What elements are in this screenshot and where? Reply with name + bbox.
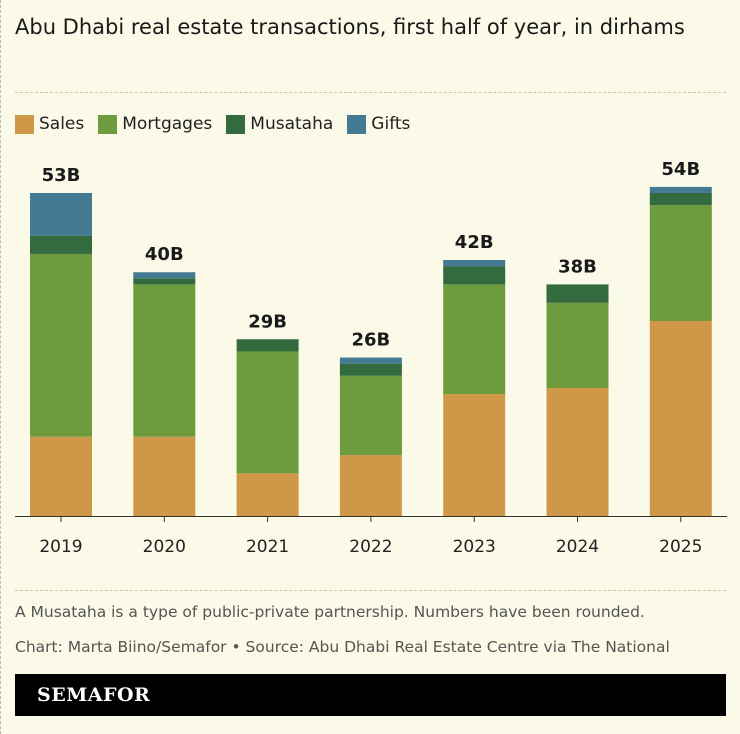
bar-sales-2025 [649,320,712,516]
bar-gifts-2023 [443,260,506,267]
bar-sales-2022 [339,455,402,516]
bar-mortgages-2022 [339,375,402,456]
bar-musataha-2020 [133,278,196,285]
legend: Sales Mortgages Musataha Gifts [15,114,410,134]
legend-label: Mortgages [122,114,213,134]
bar-mortgages-2025 [649,205,712,321]
legend-item-musataha: Musataha [226,114,333,134]
semafor-logo: SEMAFOR [15,674,726,716]
bar-musataha-2022 [339,363,402,376]
bar-musataha-2025 [649,193,712,206]
legend-label: Musataha [250,114,334,134]
x-tick-label: 2021 [246,537,289,557]
bar-sales-2023 [443,394,506,516]
x-tick-label: 2025 [659,537,702,557]
legend-item-gifts: Gifts [347,114,410,134]
credit: Chart: Marta Biino/Semafor • Source: Abu… [15,638,670,656]
total-label: 38B [558,256,597,277]
legend-item-sales: Sales [15,114,84,134]
total-label: 53B [42,165,81,186]
legend-item-mortgages: Mortgages [98,114,212,134]
bar-sales-2024 [546,388,609,516]
total-label: 29B [248,311,287,332]
bar-gifts-2022 [339,357,402,364]
bar-musataha-2024 [546,284,609,303]
legend-label: Sales [39,114,85,134]
divider [15,590,726,591]
legend-swatch [226,114,246,134]
x-tick-label: 2022 [349,537,392,557]
x-tick-label: 2020 [143,537,186,557]
bar-mortgages-2023 [443,284,506,395]
divider [15,92,726,93]
legend-label: Gifts [371,114,411,134]
x-tick-label: 2023 [453,537,496,557]
bar-musataha-2021 [236,339,299,352]
bar-musataha-2023 [443,266,506,285]
bar-gifts-2019 [30,193,92,236]
bar-mortgages-2024 [546,302,609,389]
bar-musataha-2019 [30,235,92,254]
total-label: 40B [145,244,184,265]
bar-sales-2021 [236,473,299,516]
x-tick-label: 2019 [39,537,82,557]
total-label: 42B [455,232,494,253]
total-label: 54B [661,159,700,180]
bar-mortgages-2019 [30,253,92,437]
footnote: A Musataha is a type of public-private p… [15,603,645,621]
total-label: 26B [352,330,391,351]
bar-sales-2019 [30,436,92,516]
bar-gifts-2025 [649,186,712,193]
chart-title: Abu Dhabi real estate transactions, firs… [15,15,685,39]
bar-mortgages-2020 [133,284,196,437]
legend-swatch [98,114,118,134]
legend-swatch [15,114,34,134]
legend-swatch [347,114,367,134]
bar-sales-2020 [133,436,196,516]
bar-chart: 53B 2019 40B 2020 29B 2021 26B 2022 42B 2023 38B 20… [15,159,727,557]
bar-mortgages-2021 [236,351,299,474]
x-tick-label: 2024 [556,537,599,557]
bar-gifts-2020 [133,272,196,279]
